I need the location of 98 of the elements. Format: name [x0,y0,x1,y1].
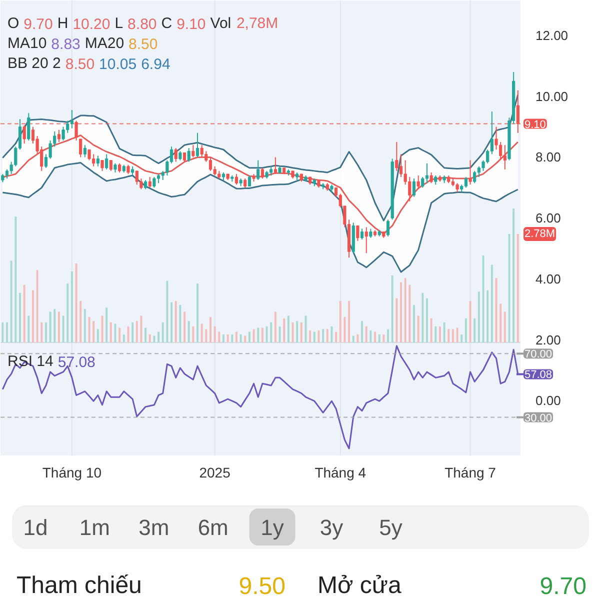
text: 9.70 [540,573,587,600]
text: 1d [23,515,48,540]
annotation: 8.80 [128,16,157,33]
candlestick [208,156,212,172]
candlestick [83,144,86,158]
candlestick [148,176,152,188]
candlestick [126,164,130,174]
candlestick [100,160,104,172]
y3-tick-label: 30.00 [524,412,552,424]
candlestick [156,173,160,184]
annotation: 10.05 [99,56,137,73]
line-series [2,162,519,273]
candlestick [118,162,122,173]
annotation: H [57,15,68,32]
candlestick [356,225,360,242]
candlestick [421,176,424,188]
candlestick [412,178,416,198]
candlestick [70,110,74,129]
text: 1y [260,515,284,540]
candlestick [152,176,156,188]
candlestick [196,132,200,158]
candlestick [109,160,112,172]
y-tick-label: 10.00 [536,88,568,104]
y3-tick-label: 70.00 [524,348,552,361]
annotation: C [161,15,172,32]
annotation: L [114,15,124,32]
candlestick [244,178,247,188]
annotation: 9.70 [24,16,53,33]
candlestick [178,150,182,161]
annotation: 57.08 [58,354,96,371]
annotation: 2.78M [524,228,556,240]
x-tick-label: Tháng 4 [314,464,366,480]
candlestick [386,219,390,237]
candlestick [234,173,238,186]
candlestick [192,144,195,158]
candlestick [274,156,277,174]
y-tick-label: 12.00 [536,28,568,43]
candlestick [456,182,459,193]
annotation: 8.50 [128,36,158,53]
candlestick [187,148,190,162]
line-series [2,94,519,222]
y-tick-label: 8.00 [536,150,561,165]
y3-tick-label: 57.08 [524,369,552,382]
candlestick [260,167,264,180]
candlestick [360,228,364,240]
y-tick-label: 0.00 [536,393,561,408]
text: Tham chiếu [16,572,142,599]
annotation: Vol [210,15,232,32]
text: 6m [198,515,228,540]
annotation: 2,78M [236,15,278,32]
x-tick-label: Tháng 10 [42,464,102,480]
annotation: 8.50 [65,56,95,73]
annotation: MA20 [84,35,124,52]
candlestick [430,172,433,184]
candlestick [144,180,148,190]
annotation: MA10 [8,35,47,52]
annotation: O [8,15,20,32]
annotation: 8.83 [51,36,80,53]
candlestick [468,160,472,186]
annotation: 9.10 [176,16,206,33]
candlestick [416,175,420,190]
text: Mở cửa [318,572,402,599]
candlestick [248,175,252,187]
text: 3y [320,515,344,540]
ref-line-label: 9.10 [524,118,546,131]
text: 1m [79,515,110,540]
text: 3m [138,515,170,540]
x-tick-label: Tháng 7 [444,464,496,480]
candlestick [105,154,108,170]
candlestick [88,149,91,161]
candlestick [399,154,403,178]
candlestick [434,175,438,186]
candlestick [27,112,30,141]
candlestick [62,126,65,141]
candlestick [425,162,429,184]
annotation: 10.20 [72,16,110,33]
candlestick [256,160,260,181]
y-tick-label: 6.00 [536,210,561,226]
candlestick [395,142,398,172]
annotation: BB 20 2 [8,55,61,72]
candlestick [182,152,186,162]
candlestick [174,148,178,162]
y-tick-label: 4.00 [536,271,561,286]
candlestick [503,144,506,170]
candlestick [96,155,100,167]
candlestick [464,176,468,188]
candlestick [473,170,476,184]
candlestick [364,226,368,254]
candlestick [5,168,9,180]
text: 9.50 [238,573,286,600]
candlestick [131,166,134,176]
candlestick [79,138,82,158]
candlestick [369,228,372,238]
annotation: 6.94 [141,56,170,73]
candlestick [114,162,117,173]
y-tick-label: 2.00 [536,332,561,348]
text: 5y [379,515,402,540]
x-tick-label: 2025 [199,464,231,480]
